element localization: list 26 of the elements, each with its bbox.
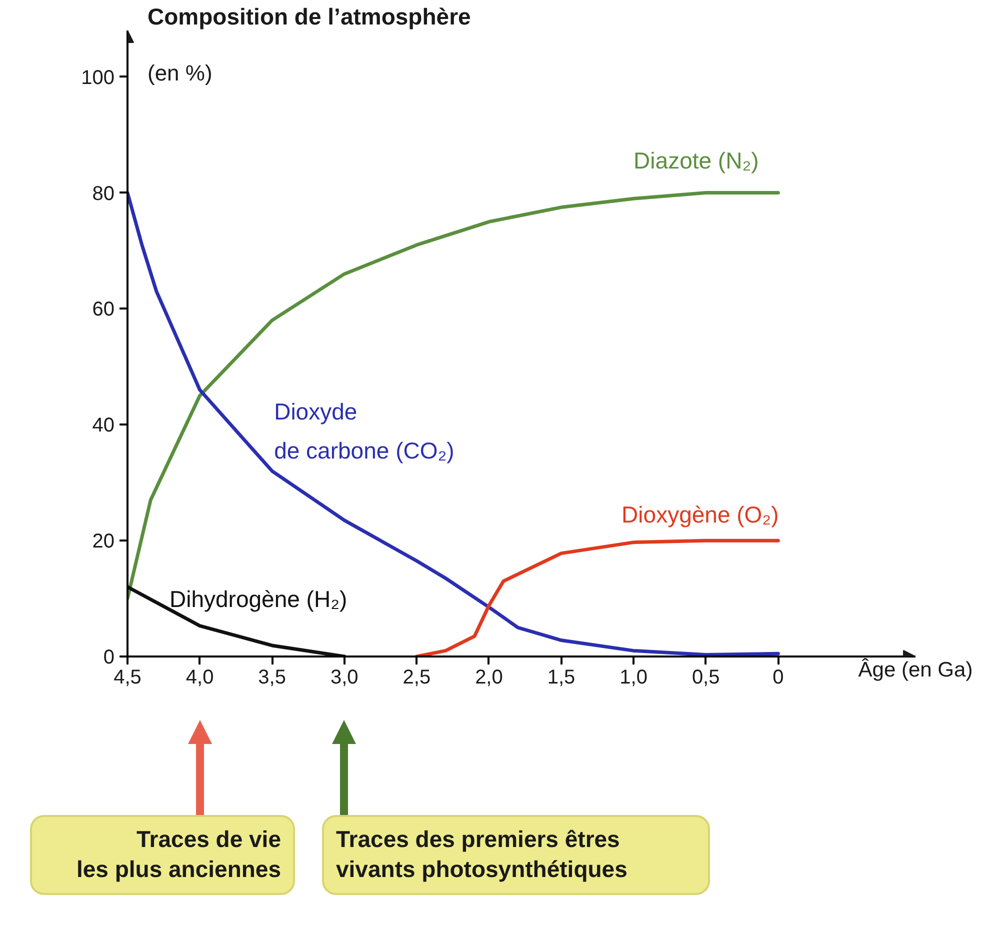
- x-tick-label: 3,5: [258, 666, 286, 688]
- x-tick-label: 3,0: [330, 666, 358, 688]
- y-tick-label: 80: [92, 182, 115, 205]
- x-axis-title: Âge (en Ga): [858, 658, 973, 682]
- x-tick-label: 0,5: [692, 666, 720, 688]
- y-tick-label: 40: [92, 414, 115, 437]
- series-label: Dioxyde de carbone (CO₂): [274, 398, 454, 464]
- text: Traces des premiers êtres vivants photosynthétiques: [322, 815, 710, 895]
- x-tick-label: 1,0: [620, 666, 648, 688]
- y-tick-label: 60: [92, 298, 115, 321]
- y-tick-label: 100: [81, 66, 115, 89]
- x-tick-label: 2,5: [402, 666, 431, 688]
- x-tick-label: 0: [772, 666, 784, 688]
- line-series: [128, 585, 346, 656]
- series-label: Dihydrogène (H₂): [170, 586, 348, 612]
- text: Traces de vie les plus anciennes: [30, 815, 295, 895]
- x-tick-label: 2,0: [475, 666, 503, 688]
- x-tick-label: 4,5: [114, 666, 142, 688]
- series-label: Diazote (N₂): [634, 148, 759, 174]
- x-tick-label: 4,0: [186, 666, 214, 688]
- line-series: [414, 538, 780, 656]
- y-tick-label: 0: [103, 646, 114, 668]
- series-label: Dioxygène (O₂): [622, 501, 779, 528]
- y-tick-label: 20: [92, 530, 115, 553]
- text: Composition de l’atmosphère (en %): [148, 4, 471, 86]
- x-tick-label: 1,5: [547, 666, 576, 688]
